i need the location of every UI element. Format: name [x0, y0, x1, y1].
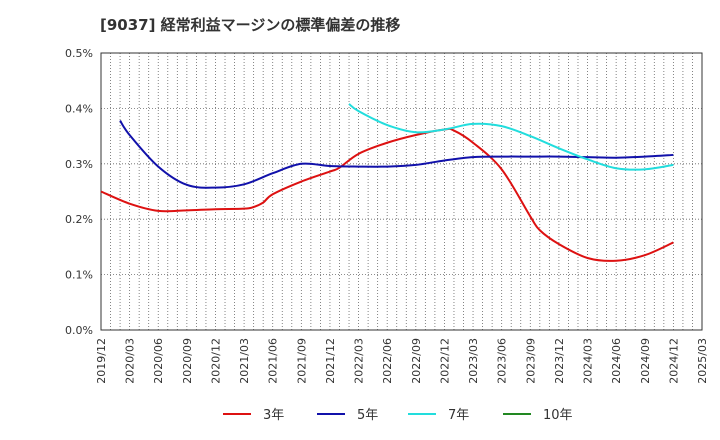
y-tick-label: 0.3% — [65, 158, 93, 171]
chart-title: [9037] 経常利益マージンの標準偏差の推移 — [100, 16, 400, 34]
legend-label: 5年 — [357, 408, 378, 423]
x-tick-label: 2024/03 — [582, 338, 595, 384]
x-tick-label: 2022/09 — [410, 338, 423, 384]
series-line — [119, 120, 674, 189]
x-tick-label: 2020/12 — [209, 338, 222, 384]
x-tick-label: 2020/06 — [152, 338, 165, 384]
series-layer — [100, 103, 674, 262]
x-tick-label: 2024/06 — [610, 338, 623, 384]
x-tick-label: 2023/12 — [553, 338, 566, 384]
x-tick-label: 2023/03 — [467, 338, 480, 384]
x-tick-label: 2024/09 — [639, 338, 652, 384]
y-tick-label: 0.2% — [65, 213, 93, 226]
legend: 3年 5年 7年 10年 — [223, 408, 573, 423]
x-tick-label: 2022/03 — [353, 338, 366, 384]
x-tick-label: 2022/06 — [381, 338, 394, 384]
plot-area — [100, 52, 703, 331]
x-tick-label: 2020/09 — [181, 338, 194, 384]
x-tick-label: 2021/06 — [267, 338, 280, 384]
x-tick-label: 2022/12 — [438, 338, 451, 384]
grid — [101, 53, 702, 330]
series-line — [100, 127, 674, 262]
legend-label: 10年 — [543, 408, 573, 423]
series-line — [348, 103, 674, 171]
x-tick-label: 2021/09 — [295, 338, 308, 384]
y-tick-label: 0.1% — [65, 269, 93, 282]
y-axis: 0.0% 0.1% 0.2% 0.3% 0.4% 0.5% — [65, 47, 93, 337]
x-tick-label: 2020/03 — [124, 338, 137, 384]
x-tick-label: 2019/12 — [95, 338, 108, 384]
x-tick-label: 2021/03 — [238, 338, 251, 384]
x-tick-label: 2021/12 — [324, 338, 337, 384]
legend-label: 7年 — [448, 408, 469, 423]
x-tick-label: 2025/03 — [696, 338, 709, 384]
x-tick-label: 2023/06 — [496, 338, 509, 384]
x-tick-label: 2023/09 — [524, 338, 537, 384]
x-axis: 2019/12 2020/03 2020/06 2020/09 2020/12 2021/… — [95, 338, 709, 384]
legend-label: 3年 — [263, 408, 284, 423]
y-tick-label: 0.0% — [65, 324, 93, 337]
y-tick-label: 0.4% — [65, 102, 93, 115]
y-tick-label: 0.5% — [65, 47, 93, 60]
x-tick-label: 2024/12 — [667, 338, 680, 384]
